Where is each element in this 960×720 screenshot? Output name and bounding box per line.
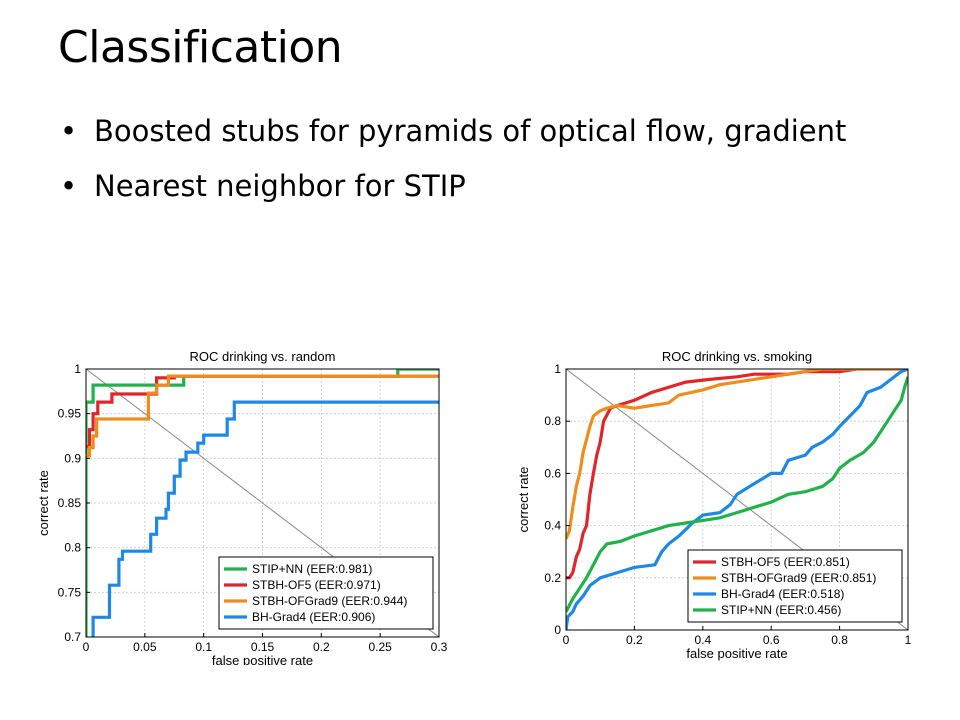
series-line-3: [566, 376, 908, 613]
bullet-dot-icon: •: [60, 169, 78, 203]
bullet-text: Boosted stubs for pyramids of optical fl…: [94, 114, 847, 148]
bullet-item: • Boosted stubs for pyramids of optical f…: [60, 112, 880, 150]
legend-label: STIP+NN (EER:0.981): [252, 562, 372, 576]
x-tick-label: 0.2: [626, 633, 643, 647]
y-tick-label: 0.75: [58, 585, 82, 599]
x-tick-label: 0.15: [251, 640, 275, 654]
x-tick-label: 0.6: [763, 633, 780, 647]
plot-frame: [565, 368, 909, 631]
bullet-list: • Boosted stubs for pyramids of optical f…: [60, 112, 880, 222]
y-tick-label: 0.6: [544, 466, 561, 480]
legend-label: STBH-OFGrad9 (EER:0.944): [252, 594, 407, 608]
x-tick-label: 0.4: [694, 633, 711, 647]
series-line-1: [86, 374, 439, 449]
legend-box: [687, 549, 903, 623]
y-tick-label: 0.2: [544, 571, 561, 585]
legend-label: STIP+NN (EER:0.456): [721, 603, 841, 617]
legend-label: BH-Grad4 (EER:0.906): [252, 610, 375, 624]
y-tick-label: 0.95: [58, 407, 82, 421]
bullet-dot-icon: •: [60, 114, 78, 148]
roc-chart-drinking-vs-smoking: 0 0.2 0.4 0.6 0.8 1 0 0.2 0.4 0.6 0.8 1 ROC drinking…: [518, 349, 912, 661]
x-tick-label: 1: [905, 633, 912, 647]
x-axis-label: false positive rate: [686, 646, 787, 661]
bullet-text: Nearest neighbor for STIP: [94, 169, 466, 203]
x-tick-label: 0.3: [431, 640, 448, 654]
series-line-2: [86, 374, 439, 458]
y-tick-label: 0.8: [544, 414, 561, 428]
series-line-1: [566, 369, 908, 540]
legend-box: [218, 556, 434, 630]
y-tick-label: 1: [554, 362, 561, 376]
x-axis-label: false positive rate: [212, 653, 313, 665]
y-tick-label: 0.9: [64, 451, 81, 465]
chart-title: ROC drinking vs. random: [190, 349, 336, 364]
y-tick-label: 0.7: [64, 630, 81, 644]
x-tick-label: 0: [563, 633, 570, 647]
y-tick-label: 0: [554, 623, 561, 637]
y-tick-label: 0.85: [58, 496, 82, 510]
y-tick-label: 0.8: [64, 541, 81, 555]
legend-label: STBH-OF5 (EER:0.851): [721, 555, 850, 569]
bullet-item: • Nearest neighbor for STIP: [60, 167, 880, 205]
x-tick-label: 0.2: [313, 640, 330, 654]
chart-title: ROC drinking vs. smoking: [662, 349, 812, 364]
y-axis-label: correct rate: [36, 470, 51, 536]
x-tick-label: 0.25: [368, 640, 392, 654]
y-tick-label: 0.4: [544, 519, 561, 533]
series-line-3: [91, 400, 439, 637]
y-axis-label: correct rate: [518, 467, 531, 533]
series-line-0: [86, 369, 439, 637]
x-tick-label: 0.1: [195, 640, 212, 654]
legend-label: STBH-OF5 (EER:0.971): [252, 578, 381, 592]
roc-chart-drinking-vs-random: 0 0.05 0.1 0.15 0.2 0.25 0.3 0.7 0.75 0.8 0.85 0.9 0…: [36, 349, 448, 665]
x-tick-label: 0: [83, 640, 90, 654]
legend-label: STBH-OFGrad9 (EER:0.851): [721, 571, 876, 585]
x-tick-label: 0.05: [133, 640, 157, 654]
slide-title: Classification: [58, 22, 343, 73]
x-tick-label: 0.8: [831, 633, 848, 647]
series-line-2: [566, 369, 908, 630]
y-tick-label: 1: [74, 362, 81, 376]
legend-label: BH-Grad4 (EER:0.518): [721, 587, 844, 601]
